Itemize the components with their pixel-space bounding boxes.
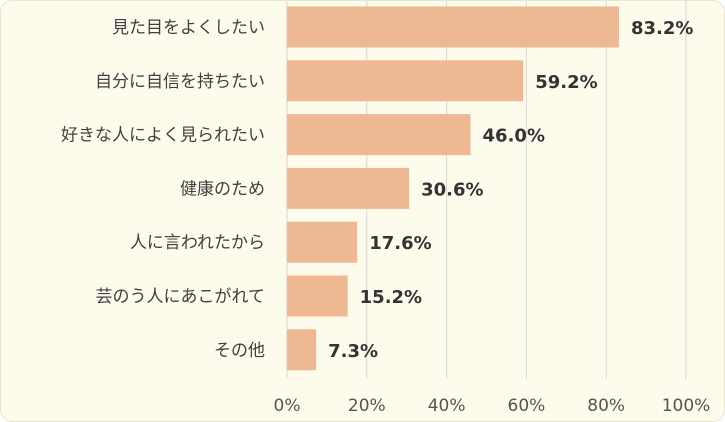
value-labels: 83.2% 59.2% 46.0% 30.6% 17.6% 15.2% 7.3% (328, 18, 693, 362)
bar (287, 167, 410, 209)
category-labels: 見た目をよくしたい自分に自信を持ちたい好きな人によく見られたい健康のため人に言わ… (61, 18, 265, 361)
bar (287, 6, 619, 48)
x-tick-label: 80% (587, 396, 625, 416)
data-label: 30.6% (421, 179, 483, 200)
category-label: 見た目をよくしたい (112, 18, 265, 38)
bars (287, 6, 619, 371)
x-tick-label: 20% (348, 396, 386, 416)
bar (287, 275, 348, 317)
data-label: 59.2% (535, 72, 597, 93)
x-tick-label: 40% (428, 396, 466, 416)
category-label: 人に言われたから (130, 233, 265, 253)
data-label: 15.2% (360, 287, 422, 308)
category-label: 健康のため (180, 179, 265, 199)
data-label: 83.2% (631, 18, 693, 39)
category-label: その他 (214, 341, 265, 361)
category-label: 好きな人によく見られたい (61, 126, 265, 146)
bar (287, 60, 524, 102)
x-axis-ticks: 0% 20% 40% 60% 80% 100% (274, 396, 711, 416)
data-label: 46.0% (483, 126, 545, 147)
data-label: 7.3% (328, 341, 378, 362)
data-label: 17.6% (369, 233, 431, 254)
category-label: 芸のう人にあこがれて (96, 287, 266, 307)
x-tick-label: 0% (274, 396, 301, 416)
bar (287, 114, 471, 156)
x-tick-label: 60% (508, 396, 546, 416)
bar (287, 329, 317, 371)
bar (287, 221, 358, 263)
category-label: 自分に自信を持ちたい (95, 72, 265, 92)
x-tick-label: 100% (662, 396, 711, 416)
